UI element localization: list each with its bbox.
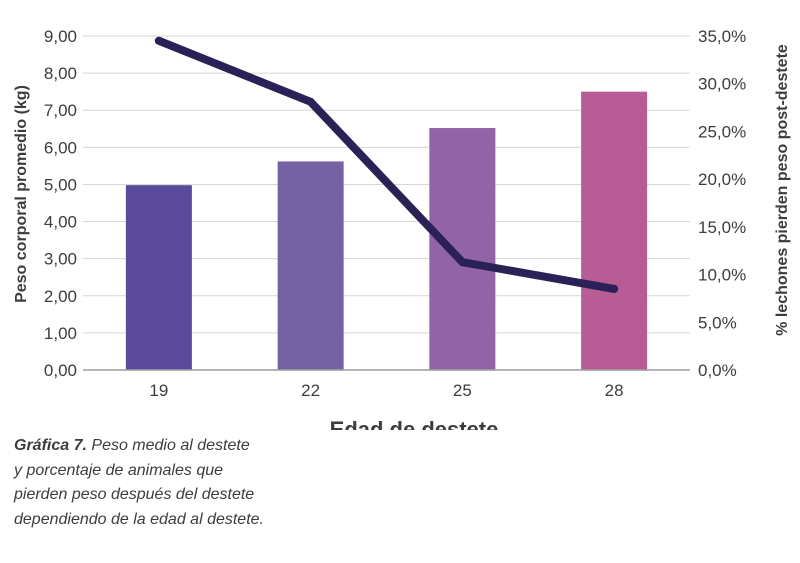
x-tick-label: 28 xyxy=(605,381,624,400)
y-axis-right-ticks: 0,0% 5,0% 10,0% 15,0% 20,0% 25,0% 30,0% 35,0% xyxy=(698,27,746,380)
x-axis-title: Edad de destete xyxy=(330,417,499,430)
bar xyxy=(429,128,496,370)
y-tick-label: 2,00 xyxy=(44,287,77,306)
y-tick-label: 1,00 xyxy=(44,324,77,343)
y-axis-left-ticks: 0,00 1,00 2,00 3,00 4,00 5,00 6,00 7,00 8,00 9,00 xyxy=(44,27,77,380)
line-point xyxy=(458,258,467,267)
line-point xyxy=(610,284,619,293)
caption-line: y porcentaje de animales que xyxy=(14,461,224,479)
y-tick-label: 7,00 xyxy=(44,101,77,120)
y-right-tick-label: 20,0% xyxy=(698,170,746,189)
y-right-tick-label: 5,0% xyxy=(698,313,737,332)
y-right-tick-label: 0,0% xyxy=(698,361,737,380)
figure-caption: Gráfica 7. Peso medio al destete y porce… xyxy=(14,434,314,532)
y-tick-label: 8,00 xyxy=(44,64,77,83)
caption-line: Gráfica 7. Peso medio al destete xyxy=(14,434,314,459)
line-series xyxy=(154,36,619,293)
y-axis-left-title: Peso corporal promedio (kg) xyxy=(13,85,30,303)
y-right-tick-label: 35,0% xyxy=(698,27,746,46)
x-tick-label: 25 xyxy=(453,381,472,400)
line-point xyxy=(306,97,315,106)
line-point xyxy=(154,36,163,45)
y-right-tick-label: 30,0% xyxy=(698,75,746,94)
y-tick-label: 3,00 xyxy=(44,250,77,269)
line-series-path xyxy=(154,36,619,293)
bar xyxy=(125,185,192,370)
x-tick-label: 22 xyxy=(301,381,320,400)
bars xyxy=(125,91,648,371)
caption-line: pierden peso después del destete xyxy=(14,486,255,503)
caption-text: Peso medio al destete xyxy=(91,437,250,454)
caption-line: dependiendo de la edad al destete. xyxy=(14,510,264,528)
y-right-tick-label: 10,0% xyxy=(698,266,746,285)
chart: 0,00 1,00 2,00 3,00 4,00 5,00 6,00 7,00 8,00 9,00… xyxy=(13,27,791,430)
x-axis-ticks: 19 22 25 28 xyxy=(149,381,623,400)
x-tick-label: 19 xyxy=(149,381,168,400)
caption-lead: Gráfica 7. xyxy=(14,437,87,454)
y-right-tick-label: 25,0% xyxy=(698,122,746,141)
y-tick-label: 0,00 xyxy=(44,361,77,380)
y-right-tick-label: 15,0% xyxy=(698,218,746,237)
y-axis-right-title: % lechones pierden peso post-destete xyxy=(774,44,791,336)
y-tick-label: 5,00 xyxy=(44,175,77,194)
y-tick-label: 4,00 xyxy=(44,213,77,232)
y-tick-label: 9,00 xyxy=(44,27,77,46)
bar xyxy=(581,91,648,371)
bar xyxy=(277,161,344,370)
y-tick-label: 6,00 xyxy=(44,138,77,157)
